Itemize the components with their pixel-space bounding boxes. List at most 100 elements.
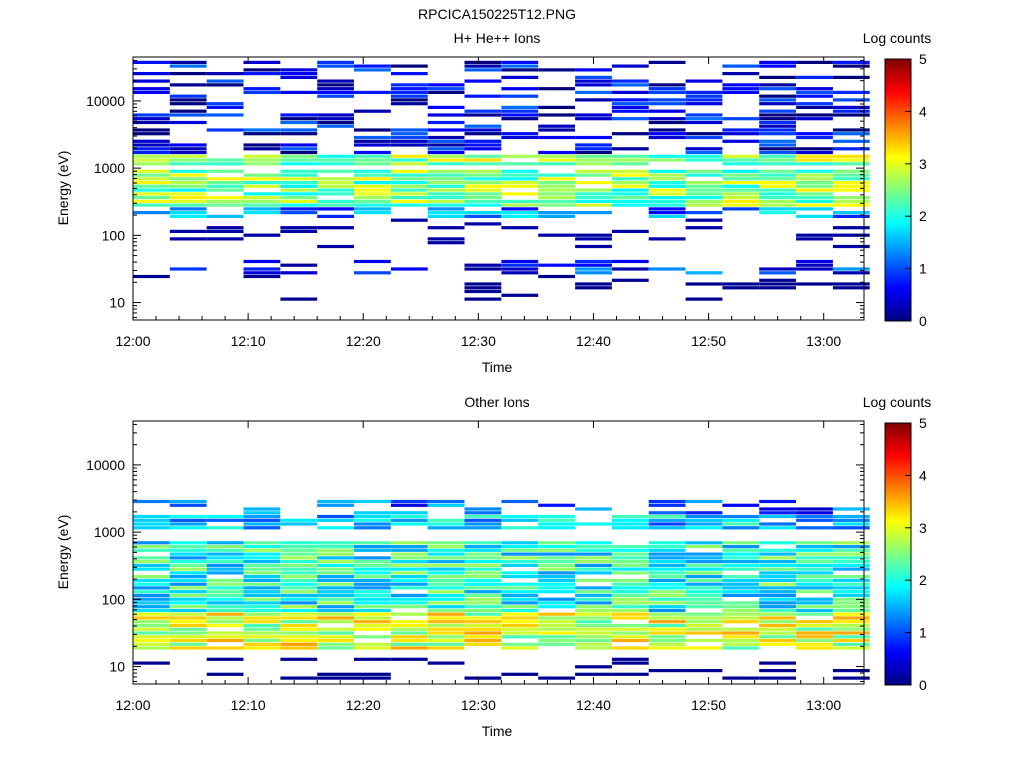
heatmap-cell: [317, 64, 354, 68]
heatmap-cell: [133, 143, 170, 147]
heatmap-cell: [685, 169, 723, 173]
heatmap-cell: [538, 177, 575, 181]
heatmap-cell: [354, 623, 391, 628]
heatmap-cells: [133, 499, 870, 680]
heatmap-cell: [243, 203, 281, 207]
heatmap-cell: [427, 593, 465, 597]
heatmap-cell: [832, 545, 870, 549]
heatmap-cell: [611, 526, 649, 530]
heatmap-cell: [427, 177, 465, 181]
heatmap-cell: [390, 638, 428, 643]
heatmap-cell: [538, 545, 575, 549]
heatmap-cell: [759, 169, 796, 173]
heatmap-cell: [243, 87, 281, 91]
heatmap-cell: [575, 79, 612, 83]
heatmap-cell: [390, 571, 428, 575]
heatmap-cell: [280, 567, 318, 571]
heatmap-cell: [133, 545, 170, 549]
heatmap-cell: [390, 173, 428, 177]
heatmap-cell: [759, 571, 796, 575]
heatmap-cell: [354, 560, 391, 564]
heatmap-cell: [759, 507, 796, 511]
heatmap-cell: [796, 162, 833, 166]
heatmap-cell: [611, 590, 649, 594]
heatmap-cell: [538, 181, 575, 185]
heatmap-cell: [611, 132, 649, 136]
heatmap-cell: [575, 567, 612, 571]
heatmap-cell: [243, 72, 281, 76]
h-ions-panel: H+ He++ Ions 12:00 12:10 12:20 12:30 12:40 12…: [55, 30, 931, 375]
heatmap-cell: [575, 507, 612, 511]
heatmap-cell: [648, 207, 686, 211]
heatmap-cell: [501, 226, 539, 230]
heatmap-cell: [611, 563, 649, 567]
heatmap-cell: [280, 560, 318, 564]
heatmap-cell: [317, 578, 354, 582]
heatmap-cell: [280, 147, 318, 151]
heatmap-cell: [722, 590, 760, 594]
heatmap-cell: [832, 132, 870, 136]
heatmap-cell: [464, 593, 502, 597]
heatmap-cell: [427, 173, 465, 177]
heatmap-cell: [243, 590, 281, 594]
heatmap-cell: [648, 120, 686, 125]
heatmap-cell: [611, 605, 649, 609]
heatmap-cell: [648, 582, 686, 586]
heatmap-cell: [427, 623, 465, 628]
heatmap-cell: [169, 113, 207, 117]
heatmap-cell: [354, 128, 391, 132]
heatmap-cell: [575, 590, 612, 594]
heatmap-cell: [796, 177, 833, 181]
heatmap-cell: [722, 286, 760, 290]
heatmap-cell: [133, 184, 170, 188]
heatmap-cell: [832, 267, 870, 271]
heatmap-cell: [354, 635, 391, 639]
heatmap-cell: [243, 552, 281, 556]
heatmap-cell: [390, 635, 428, 639]
heatmap-cell: [501, 169, 539, 173]
heatmap-cell: [832, 541, 870, 545]
heatmap-cell: [796, 94, 833, 98]
heatmap-cell: [243, 642, 281, 646]
heatmap-cell: [133, 181, 170, 185]
heatmap-cell: [685, 511, 723, 515]
heatmap-cell: [390, 90, 428, 94]
heatmap-cell: [832, 552, 870, 556]
heatmap-cell: [759, 635, 796, 639]
heatmap-cell: [464, 552, 502, 556]
heatmap-cell: [796, 642, 833, 646]
heatmap-cell: [206, 229, 244, 233]
heatmap-cell: [648, 623, 686, 628]
heatmap-cell: [354, 169, 391, 173]
heatmap-cell: [317, 207, 354, 211]
heatmap-cell: [611, 169, 649, 173]
heatmap-cell: [280, 541, 318, 545]
heatmap-cell: [832, 196, 870, 200]
heatmap-cell: [832, 582, 870, 586]
heatmap-cell: [538, 522, 575, 526]
heatmap-cell: [796, 646, 833, 650]
y-tick-label: 10000: [86, 93, 125, 109]
heatmap-cell: [464, 286, 502, 290]
heatmap-cell: [464, 605, 502, 609]
heatmap-cell: [685, 612, 723, 616]
heatmap-cell: [317, 203, 354, 207]
heatmap-cell: [722, 87, 760, 91]
heatmap-cell: [243, 181, 281, 185]
colorbar-tick-label: 3: [919, 156, 927, 172]
heatmap-cell: [133, 72, 170, 76]
heatmap-cell: [280, 638, 318, 643]
heatmap-cell: [611, 578, 649, 582]
heatmap-cell: [796, 237, 833, 241]
heatmap-cell: [133, 162, 170, 166]
heatmap-cell: [317, 181, 354, 185]
heatmap-cell: [648, 169, 686, 173]
heatmap-cell: [390, 203, 428, 207]
heatmap-cell: [501, 177, 539, 181]
heatmap-cell: [796, 207, 833, 211]
heatmap-cell: [685, 184, 723, 188]
heatmap-cell: [206, 128, 244, 132]
heatmap-cell: [759, 627, 796, 631]
heatmap-cell: [796, 184, 833, 188]
heatmap-cell: [501, 499, 539, 504]
